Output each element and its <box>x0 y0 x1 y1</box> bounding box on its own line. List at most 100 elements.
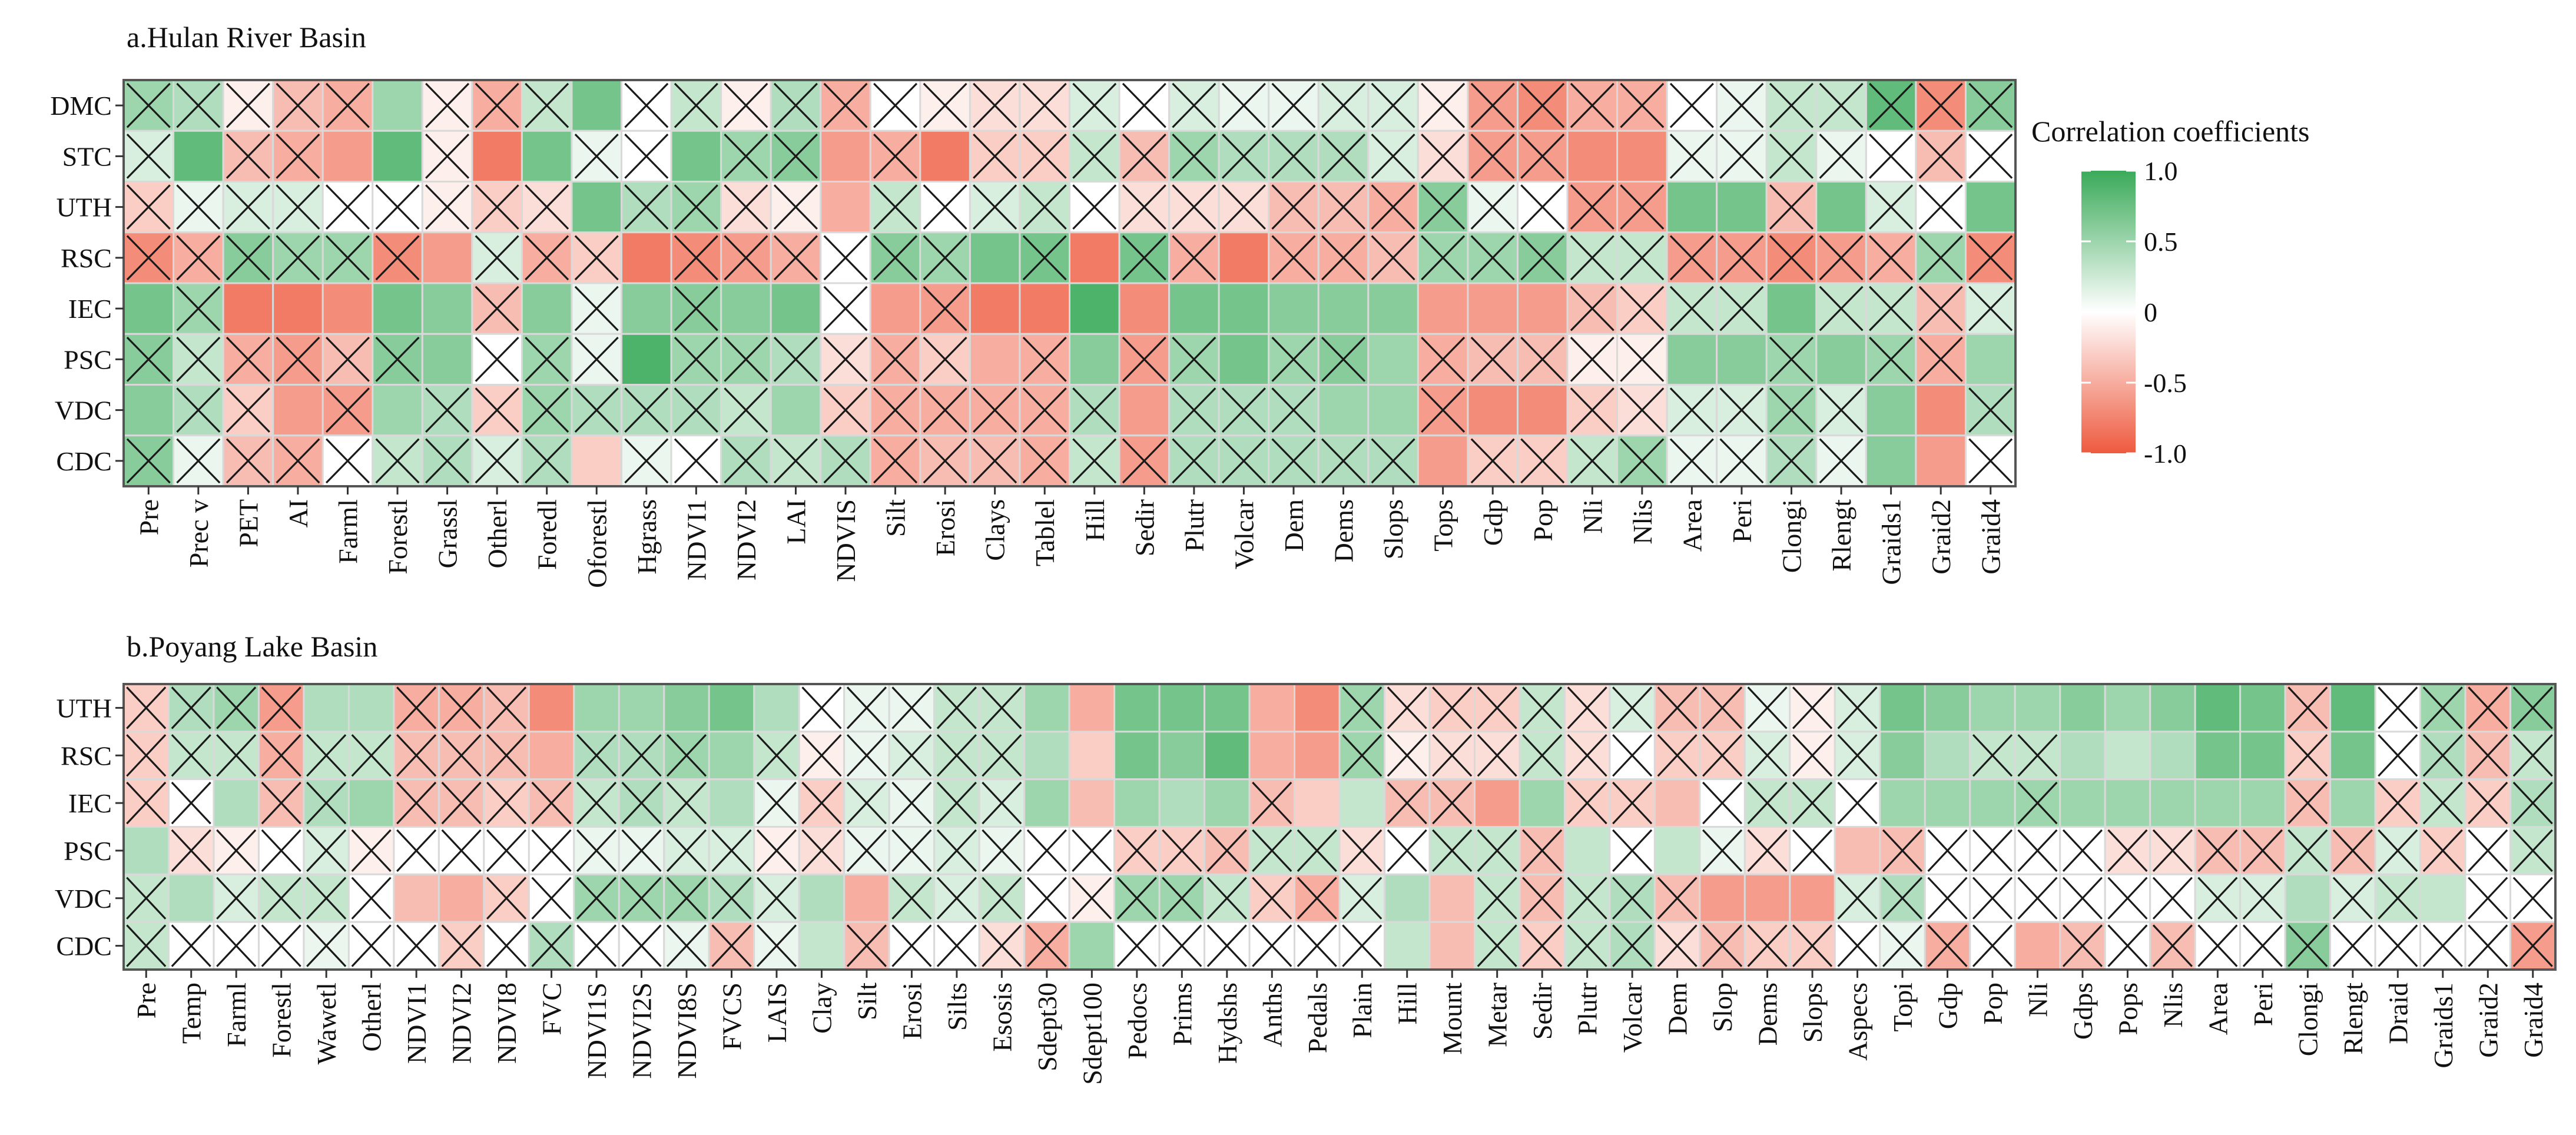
insignificance-cross-mark <box>1371 184 1415 230</box>
heatmap-cell-poyang-vdc-mount <box>1428 873 1476 923</box>
heatmap-cell-hulan-iec-grassl <box>421 282 473 335</box>
x-tick-label-erosi: Erosi <box>930 499 960 556</box>
heatmap-cell-hulan-psc-slops <box>1367 333 1419 386</box>
insignificance-cross-mark <box>1371 82 1415 128</box>
insignificance-cross-mark <box>2378 924 2418 967</box>
x-tick-label-ndvi2s: NDVI2S <box>627 983 657 1079</box>
y-tick-label-dmc: DMC <box>50 91 112 121</box>
heatmap-cell-poyang-iec-sedir <box>1519 778 1566 828</box>
heatmap-cell-poyang-iec-nlis <box>2149 778 2196 828</box>
heatmap-cell-poyang-vdc-slop <box>1699 873 1746 923</box>
insignificance-cross-mark <box>891 924 932 967</box>
insignificance-cross-mark <box>1719 438 1764 484</box>
insignificance-cross-mark <box>1477 877 1517 920</box>
insignificance-cross-mark <box>486 924 527 967</box>
insignificance-cross-mark <box>2242 829 2283 872</box>
x-tick-label-area: Area <box>2203 983 2233 1035</box>
insignificance-cross-mark <box>1869 134 1914 179</box>
insignificance-cross-mark <box>2378 829 2418 872</box>
insignificance-cross-mark <box>1968 387 2013 433</box>
insignificance-cross-mark <box>724 337 768 382</box>
insignificance-cross-mark <box>773 438 818 484</box>
insignificance-cross-mark <box>1421 235 1466 281</box>
insignificance-cross-mark <box>2107 877 2148 920</box>
insignificance-cross-mark <box>276 438 320 484</box>
insignificance-cross-mark <box>1221 134 1266 179</box>
insignificance-cross-mark <box>1570 438 1614 484</box>
insignificance-cross-mark <box>171 829 211 872</box>
insignificance-cross-mark <box>2468 877 2508 920</box>
insignificance-cross-mark <box>1172 235 1216 281</box>
insignificance-cross-mark <box>756 829 797 872</box>
x-tick-label-grassl: Grassl <box>433 499 463 569</box>
insignificance-cross-mark <box>306 734 347 777</box>
heatmap-cell-poyang-rsc-fvc <box>528 731 575 781</box>
insignificance-cross-mark <box>261 734 301 777</box>
heatmap-cell-poyang-vdc-silt <box>843 873 890 923</box>
insignificance-cross-mark <box>2197 924 2238 967</box>
x-tick-label-oforestl: Oforestl <box>582 499 612 588</box>
insignificance-cross-mark <box>936 829 977 872</box>
x-tick-label-gdp: Gdp <box>1478 499 1508 546</box>
insignificance-cross-mark <box>1612 924 1653 967</box>
x-tick-label-dems: Dems <box>1753 983 1783 1046</box>
heatmap-cell-hulan-iec-tablel <box>1019 282 1071 335</box>
heatmap-cell-hulan-dmc-oforestl <box>571 79 623 132</box>
insignificance-cross-mark <box>1570 387 1614 433</box>
heatmap-cell-hulan-iec-farml <box>321 282 374 335</box>
insignificance-cross-mark <box>1470 337 1515 382</box>
insignificance-cross-mark <box>1387 781 1427 825</box>
heatmap-cell-hulan-iec-foredl <box>520 282 573 335</box>
heatmap-cell-hulan-iec-slops <box>1367 282 1419 335</box>
insignificance-cross-mark <box>126 82 171 128</box>
insignificance-cross-mark <box>1022 134 1067 179</box>
insignificance-cross-mark <box>621 734 662 777</box>
x-tick-label-pedals: Pedals <box>1302 983 1332 1053</box>
insignificance-cross-mark <box>475 184 519 230</box>
insignificance-cross-mark <box>226 134 270 179</box>
insignificance-cross-mark <box>1172 134 1216 179</box>
heatmap-cell-hulan-dmc-forestl <box>372 79 423 132</box>
insignificance-cross-mark <box>1387 734 1427 777</box>
panel-border <box>122 683 2557 971</box>
insignificance-cross-mark <box>2468 829 2508 872</box>
insignificance-cross-mark <box>276 235 320 281</box>
insignificance-cross-mark <box>1612 781 1653 825</box>
insignificance-cross-mark <box>923 235 967 281</box>
colorbar-tick-label: -1.0 <box>2144 439 2187 469</box>
insignificance-cross-mark <box>1520 438 1565 484</box>
insignificance-cross-mark <box>1520 184 1565 230</box>
insignificance-cross-mark <box>1371 134 1415 179</box>
heatmap-cell-hulan-uth-rlengt <box>1815 181 1867 234</box>
insignificance-cross-mark <box>1271 82 1316 128</box>
insignificance-cross-mark <box>1072 829 1112 872</box>
insignificance-cross-mark <box>1470 82 1515 128</box>
insignificance-cross-mark <box>306 924 347 967</box>
insignificance-cross-mark <box>261 877 301 920</box>
insignificance-cross-mark <box>773 82 818 128</box>
insignificance-cross-mark <box>1719 286 1764 331</box>
heatmap-cell-poyang-uth-pedocs <box>1113 683 1161 733</box>
insignificance-cross-mark <box>674 235 718 281</box>
heatmap-cell-hulan-uth-peri <box>1716 181 1768 234</box>
insignificance-cross-mark <box>923 286 967 331</box>
x-tick-label-clongi: Clongi <box>2293 983 2323 1056</box>
heatmap-cell-hulan-psc-hgrass <box>621 333 672 386</box>
insignificance-cross-mark <box>823 438 868 484</box>
insignificance-cross-mark <box>1669 82 1714 128</box>
insignificance-cross-mark <box>325 235 370 281</box>
insignificance-cross-mark <box>724 184 768 230</box>
insignificance-cross-mark <box>1567 734 1607 777</box>
insignificance-cross-mark <box>2332 924 2373 967</box>
insignificance-cross-mark <box>375 235 420 281</box>
insignificance-cross-mark <box>576 781 617 825</box>
heatmap-cell-poyang-rsc-area <box>2194 731 2242 781</box>
x-tick-label-otherl: Otherl <box>482 499 512 569</box>
insignificance-cross-mark <box>2287 686 2328 729</box>
insignificance-cross-mark <box>1022 235 1067 281</box>
insignificance-cross-mark <box>276 82 320 128</box>
heatmap-cell-poyang-rsc-sdept30 <box>1023 731 1070 781</box>
heatmap-cell-hulan-vdc-graid2 <box>1915 384 1967 437</box>
x-tick-label-nlis: Nlis <box>2158 983 2188 1028</box>
heatmap-cell-hulan-iec-dems <box>1317 282 1370 335</box>
